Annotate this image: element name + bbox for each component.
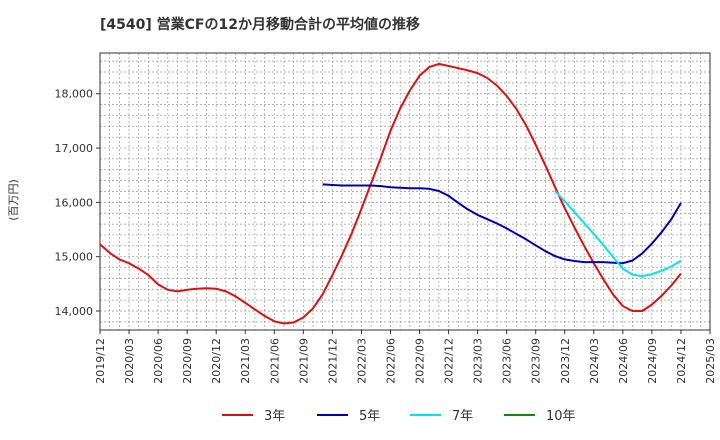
y-axis-label: (百万円) [7,179,20,221]
grid [100,53,710,330]
series-line-2 [322,183,682,265]
x-tick-label: 2020/06 [152,338,165,384]
x-tick-label: 2024/09 [646,338,659,384]
x-tick-label: 2021/06 [268,338,281,384]
x-tick-label: 2022/09 [414,338,427,384]
y-tick-label: 14,000 [55,305,94,318]
x-tick-label: 2022/12 [443,338,456,384]
x-axis: 2019/12 2020/03 2020/06 2020/09 2020/12 2021/… [94,330,717,384]
x-tick-label: 2024/03 [588,338,601,384]
x-tick-label: 2023/03 [472,338,485,384]
series-line-3 [554,190,682,278]
plot-area-border [99,52,711,331]
x-tick-label: 2024/12 [675,338,688,384]
y-tick-label: 15,000 [55,251,94,264]
chart-title: [4540] 営業CFの12か月移動合計の平均値の推移 [100,16,420,33]
y-tick-label: 16,000 [55,196,94,209]
x-tick-label: 2022/06 [384,338,397,384]
legend: 3年 5年 7年 10年 [222,409,576,424]
series-lines [99,62,682,325]
x-tick-label: 2023/12 [559,338,572,384]
series-line-1 [99,62,682,325]
x-tick-label: 2024/06 [617,338,630,384]
y-axis: 14,000 15,000 16,000 17,000 18,000 [55,88,100,318]
legend-label: 3年 [264,409,285,424]
x-tick-label: 2021/12 [326,338,339,384]
y-tick-label: 17,000 [55,142,94,155]
x-tick-label: 2022/03 [355,338,368,384]
x-tick-label: 2023/06 [501,338,514,384]
y-tick-label: 18,000 [55,88,94,101]
legend-label: 5年 [359,409,380,424]
x-tick-label: 2021/09 [297,338,310,384]
legend-label: 10年 [546,409,576,424]
x-tick-label: 2019/12 [94,338,107,384]
x-tick-label: 2021/03 [239,338,252,384]
x-tick-label: 2020/09 [181,338,194,384]
x-tick-label: 2020/12 [210,338,223,384]
x-tick-label: 2020/03 [123,338,136,384]
legend-label: 7年 [452,409,473,424]
x-tick-label: 2023/09 [530,338,543,384]
x-tick-label: 2025/03 [704,338,717,384]
